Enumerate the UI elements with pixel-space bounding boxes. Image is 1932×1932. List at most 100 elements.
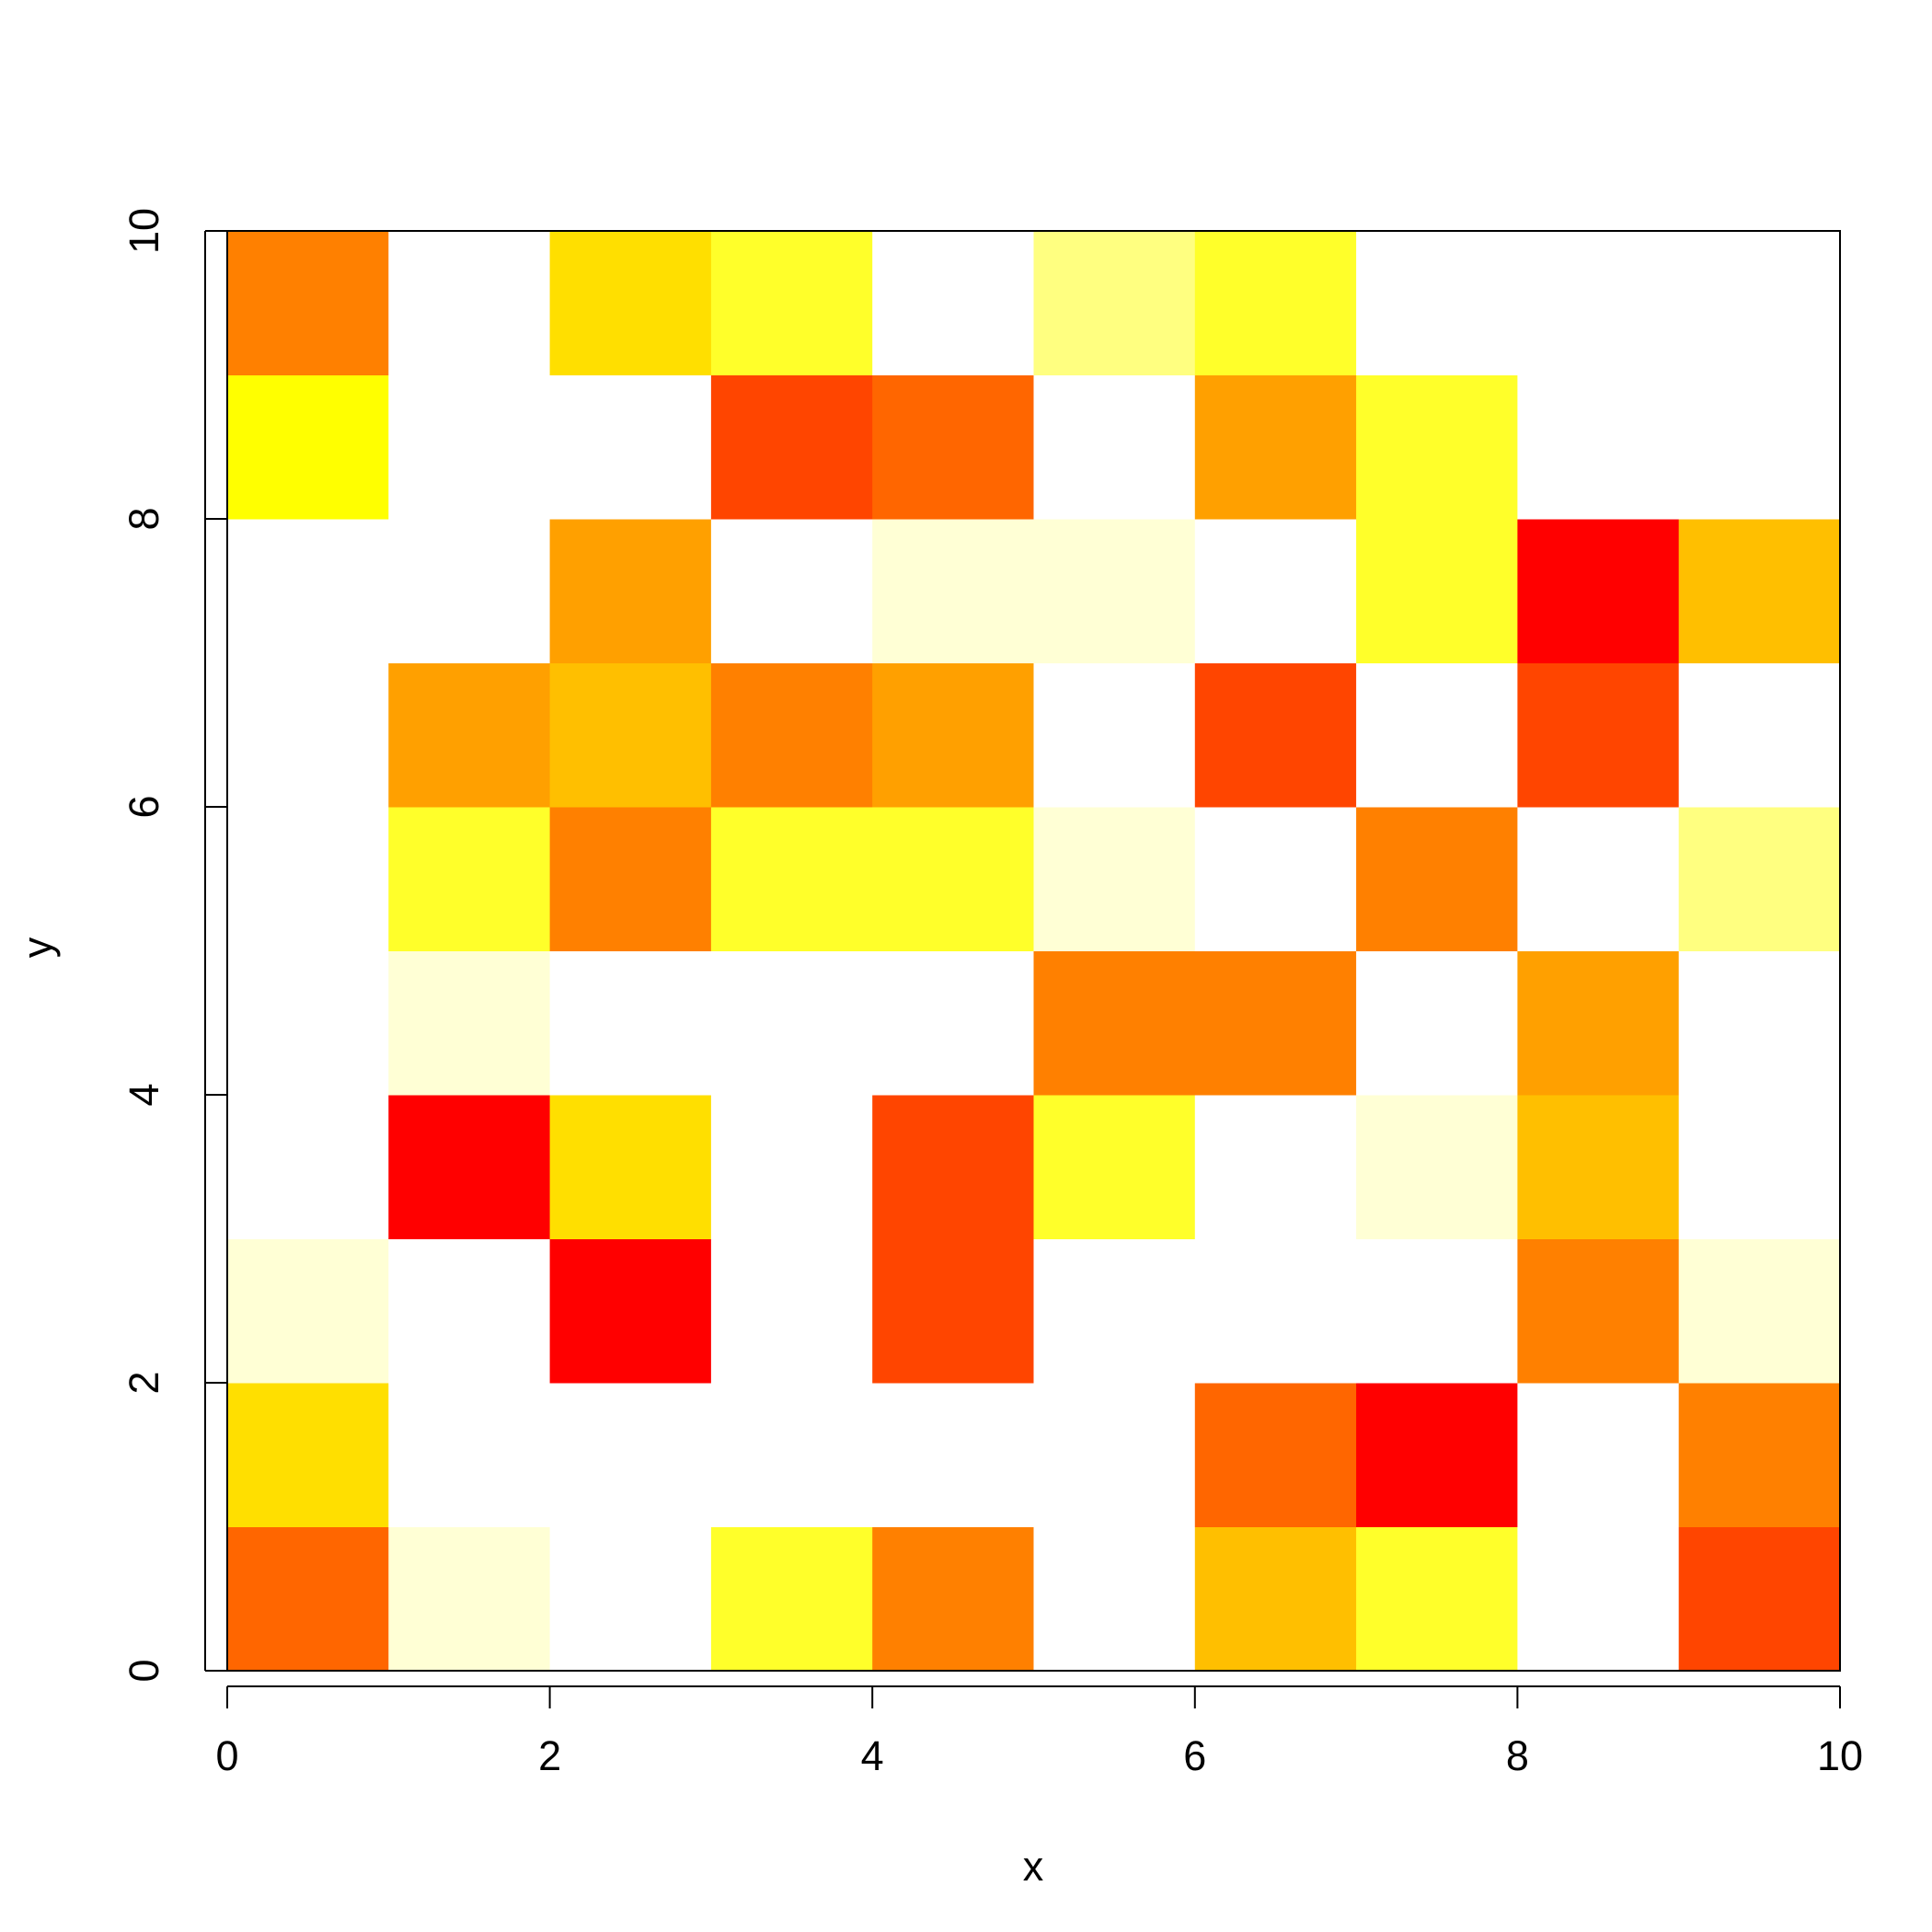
- heatmap-cell: [227, 807, 389, 951]
- heatmap-cell: [388, 1238, 551, 1384]
- heatmap-cell: [1517, 807, 1680, 951]
- heatmap-cell: [388, 374, 551, 520]
- heatmap-cell: [388, 1095, 551, 1239]
- heatmap-cell: [1194, 519, 1357, 663]
- x-tick-label: 10: [1817, 1732, 1863, 1779]
- heatmap-cell: [1356, 950, 1518, 1096]
- heatmap-cell: [1356, 519, 1518, 663]
- heatmap-cell: [1194, 662, 1357, 808]
- heatmap-cell: [227, 1095, 389, 1239]
- heatmap-cell: [710, 374, 873, 520]
- heatmap-cell: [388, 950, 551, 1096]
- x-axis: 0 2 4 6 8 10: [215, 1685, 1863, 1779]
- heatmap-cell: [1678, 1238, 1841, 1384]
- heatmap-cell: [549, 519, 712, 663]
- heatmap-cell: [1678, 374, 1841, 520]
- heatmap-cell: [1033, 1095, 1196, 1239]
- heatmap-cell: [1517, 1383, 1680, 1527]
- heatmap-cell: [1033, 1526, 1196, 1672]
- heatmap-cell: [1356, 807, 1518, 951]
- heatmap-cell: [710, 1238, 873, 1384]
- heatmap-cell: [1356, 1238, 1518, 1384]
- heatmap-cell: [872, 374, 1034, 520]
- heatmap-cell: [549, 950, 712, 1096]
- heatmap-cell: [1356, 1526, 1518, 1672]
- y-axis-label: y: [14, 937, 61, 958]
- heatmap-cell: [227, 1526, 389, 1672]
- heatmap-cell: [549, 231, 712, 375]
- heatmap-cell: [1194, 1095, 1357, 1239]
- y-axis: 0 2 4 6 8 10: [121, 208, 227, 1683]
- heatmap-cell: [872, 950, 1034, 1096]
- heatmap-cell: [1517, 1526, 1680, 1672]
- heatmap-cell: [1194, 1383, 1357, 1527]
- y-tick-label: 2: [121, 1371, 167, 1394]
- x-tick-label: 6: [1183, 1732, 1206, 1779]
- heatmap-cell: [872, 1526, 1034, 1672]
- heatmap-cell: [549, 374, 712, 520]
- heatmap-cell: [1033, 1383, 1196, 1527]
- heatmap-cell: [1033, 950, 1196, 1096]
- heatmap-cell: [1356, 662, 1518, 808]
- y-tick-label: 4: [121, 1083, 167, 1106]
- heatmap-cell: [1678, 231, 1841, 375]
- heatmap-cell: [1194, 950, 1357, 1096]
- heatmap-cell: [1194, 1238, 1357, 1384]
- heatmap-cell: [1356, 1095, 1518, 1239]
- x-tick-label: 0: [215, 1732, 238, 1779]
- heatmap-cell: [1678, 1383, 1841, 1527]
- heatmap-cell: [1517, 519, 1680, 663]
- heatmap-cell: [227, 519, 389, 663]
- heatmap-cell: [549, 662, 712, 808]
- heatmap-cell: [872, 1095, 1034, 1239]
- heatmap-cell: [1033, 662, 1196, 808]
- heatmap-cell: [1356, 1383, 1518, 1527]
- heatmap-cell: [710, 1526, 873, 1672]
- heatmap-cell: [549, 807, 712, 951]
- heatmap-cell: [710, 807, 873, 951]
- heatmap-cell: [1033, 231, 1196, 375]
- heatmap-cell: [227, 662, 389, 808]
- x-tick-label: 4: [861, 1732, 884, 1779]
- plot-frame: [226, 230, 1841, 1672]
- heatmap-cell: [1517, 231, 1680, 375]
- y-tick-label: 10: [121, 208, 167, 254]
- heatmap-cell: [1356, 374, 1518, 520]
- heatmap-cell: [388, 662, 551, 808]
- heatmap-cell: [227, 231, 389, 375]
- heatmap-cell: [872, 1383, 1034, 1527]
- heatmap-cell: [227, 1383, 389, 1527]
- heatmap-cell: [549, 1238, 712, 1384]
- heatmap-cell: [1033, 519, 1196, 663]
- heatmap-cell: [1194, 231, 1357, 375]
- heatmap-cell: [710, 519, 873, 663]
- heatmap-cell: [549, 1383, 712, 1527]
- heatmap-cell: [1194, 807, 1357, 951]
- y-tick-label: 8: [121, 507, 167, 530]
- heatmap-cell: [872, 1238, 1034, 1384]
- heatmap-cell: [1678, 950, 1841, 1096]
- heatmap-cell: [549, 1526, 712, 1672]
- heatmap-cell: [388, 1526, 551, 1672]
- x-tick-label: 8: [1506, 1732, 1529, 1779]
- heatmap-cell: [872, 519, 1034, 663]
- heatmap-cell: [388, 519, 551, 663]
- y-tick-label: 6: [121, 795, 167, 818]
- heatmap-cell: [1678, 519, 1841, 663]
- x-tick-label: 2: [538, 1732, 561, 1779]
- heatmap-cell: [388, 807, 551, 951]
- y-tick-label: 0: [121, 1659, 167, 1682]
- heatmap-cell: [1517, 950, 1680, 1096]
- heatmap-cell: [1033, 1238, 1196, 1384]
- heatmap-cell: [1678, 662, 1841, 808]
- heatmap-cell: [1517, 1095, 1680, 1239]
- heatmap-cell: [1678, 1526, 1841, 1672]
- heatmap-cell: [1517, 374, 1680, 520]
- heatmap-cell: [872, 807, 1034, 951]
- heatmap-cell: [227, 950, 389, 1096]
- heatmap-cell: [1033, 374, 1196, 520]
- heatmap-cell: [388, 1383, 551, 1527]
- heatmap-cells: [227, 231, 1841, 1672]
- heatmap-cell: [1678, 1095, 1841, 1239]
